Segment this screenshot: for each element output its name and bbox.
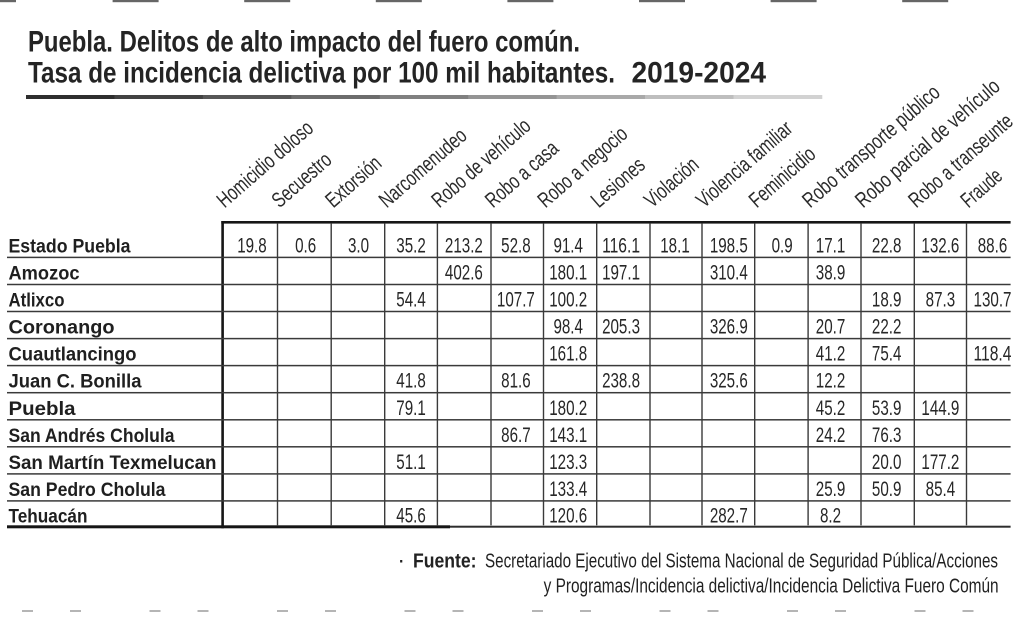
svg-text:213.2: 213.2 bbox=[445, 233, 483, 257]
svg-text:98.4: 98.4 bbox=[553, 315, 583, 339]
svg-text:8.2: 8.2 bbox=[820, 503, 841, 527]
svg-text:·: · bbox=[397, 546, 405, 572]
svg-text:100.2: 100.2 bbox=[549, 288, 587, 312]
svg-text:38.9: 38.9 bbox=[816, 261, 846, 285]
svg-text:402.6: 402.6 bbox=[445, 261, 483, 285]
svg-text:133.4: 133.4 bbox=[549, 477, 587, 501]
svg-text:282.7: 282.7 bbox=[710, 503, 748, 527]
svg-text:22.2: 22.2 bbox=[872, 315, 902, 339]
svg-text:87.3: 87.3 bbox=[926, 288, 956, 312]
svg-text:51.1: 51.1 bbox=[396, 450, 426, 474]
svg-text:19.8: 19.8 bbox=[237, 233, 267, 257]
svg-text:238.8: 238.8 bbox=[602, 369, 640, 393]
svg-text:45.2: 45.2 bbox=[816, 396, 846, 420]
svg-text:San Martín Texmelucan: San Martín Texmelucan bbox=[9, 452, 217, 474]
svg-text:0.6: 0.6 bbox=[295, 233, 316, 257]
svg-text:35.2: 35.2 bbox=[396, 233, 426, 257]
svg-text:Coronango: Coronango bbox=[9, 317, 115, 339]
svg-text:123.3: 123.3 bbox=[549, 450, 587, 474]
svg-text:116.1: 116.1 bbox=[602, 233, 640, 257]
svg-text:41.8: 41.8 bbox=[396, 369, 426, 393]
svg-text:Cuautlancingo: Cuautlancingo bbox=[9, 344, 137, 366]
svg-text:143.1: 143.1 bbox=[549, 423, 587, 447]
svg-text:85.4: 85.4 bbox=[926, 477, 956, 501]
svg-text:197.1: 197.1 bbox=[602, 261, 640, 285]
svg-text:Fuente:: Fuente: bbox=[413, 550, 477, 572]
svg-text:18.9: 18.9 bbox=[872, 288, 902, 312]
svg-text:310.4: 310.4 bbox=[710, 261, 748, 285]
svg-text:Puebla. Delitos de alto impact: Puebla. Delitos de alto impacto del fuer… bbox=[28, 25, 580, 58]
svg-text:Tehuacán: Tehuacán bbox=[9, 505, 88, 527]
svg-text:81.6: 81.6 bbox=[501, 369, 531, 393]
svg-text:53.9: 53.9 bbox=[872, 396, 902, 420]
svg-text:17.1: 17.1 bbox=[816, 233, 846, 257]
svg-text:Juan C. Bonilla: Juan C. Bonilla bbox=[9, 371, 142, 393]
svg-text:132.6: 132.6 bbox=[921, 233, 959, 257]
svg-text:326.9: 326.9 bbox=[710, 315, 748, 339]
svg-text:18.1: 18.1 bbox=[660, 233, 690, 257]
svg-text:San Andrés Cholula: San Andrés Cholula bbox=[9, 425, 175, 447]
svg-text:Atlixco: Atlixco bbox=[9, 290, 65, 312]
svg-text:54.4: 54.4 bbox=[396, 288, 426, 312]
svg-text:2019-2024: 2019-2024 bbox=[632, 57, 767, 90]
svg-text:y Programas/Incidencia delicti: y Programas/Incidencia delictiva/Inciden… bbox=[544, 576, 999, 598]
svg-text:76.3: 76.3 bbox=[872, 423, 902, 447]
svg-text:Estado Puebla: Estado Puebla bbox=[9, 235, 131, 257]
svg-text:130.7: 130.7 bbox=[974, 288, 1012, 312]
svg-text:120.6: 120.6 bbox=[549, 503, 587, 527]
svg-text:86.7: 86.7 bbox=[501, 423, 531, 447]
svg-text:22.8: 22.8 bbox=[872, 233, 902, 257]
svg-text:205.3: 205.3 bbox=[602, 315, 640, 339]
svg-text:107.7: 107.7 bbox=[497, 288, 535, 312]
svg-text:79.1: 79.1 bbox=[396, 396, 426, 420]
svg-text:20.7: 20.7 bbox=[816, 315, 846, 339]
svg-text:75.4: 75.4 bbox=[872, 342, 902, 366]
svg-text:San Pedro Cholula: San Pedro Cholula bbox=[9, 479, 166, 501]
svg-text:45.6: 45.6 bbox=[396, 503, 426, 527]
svg-text:20.0: 20.0 bbox=[872, 450, 902, 474]
svg-text:Amozoc: Amozoc bbox=[9, 263, 80, 285]
svg-text:177.2: 177.2 bbox=[921, 450, 959, 474]
svg-text:3.0: 3.0 bbox=[348, 233, 369, 257]
svg-text:198.5: 198.5 bbox=[710, 233, 748, 257]
svg-text:325.6: 325.6 bbox=[710, 369, 748, 393]
svg-text:25.9: 25.9 bbox=[816, 477, 846, 501]
svg-text:52.8: 52.8 bbox=[501, 233, 531, 257]
svg-text:Puebla: Puebla bbox=[9, 398, 76, 420]
svg-text:161.8: 161.8 bbox=[549, 342, 587, 366]
svg-text:Tasa de incidencia delictiva p: Tasa de incidencia delictiva por 100 mil… bbox=[28, 57, 615, 90]
svg-text:50.9: 50.9 bbox=[872, 477, 902, 501]
svg-text:41.2: 41.2 bbox=[816, 342, 846, 366]
svg-text:180.2: 180.2 bbox=[549, 396, 587, 420]
svg-text:118.4: 118.4 bbox=[974, 342, 1012, 366]
svg-text:Secretariado Ejecutivo del Sis: Secretariado Ejecutivo del Sistema Nacio… bbox=[485, 550, 998, 572]
svg-text:180.1: 180.1 bbox=[549, 261, 587, 285]
svg-text:91.4: 91.4 bbox=[553, 233, 583, 257]
svg-text:88.6: 88.6 bbox=[978, 233, 1008, 257]
svg-text:144.9: 144.9 bbox=[921, 396, 959, 420]
svg-text:24.2: 24.2 bbox=[816, 423, 846, 447]
svg-text:0.9: 0.9 bbox=[772, 233, 793, 257]
svg-text:12.2: 12.2 bbox=[816, 369, 846, 393]
